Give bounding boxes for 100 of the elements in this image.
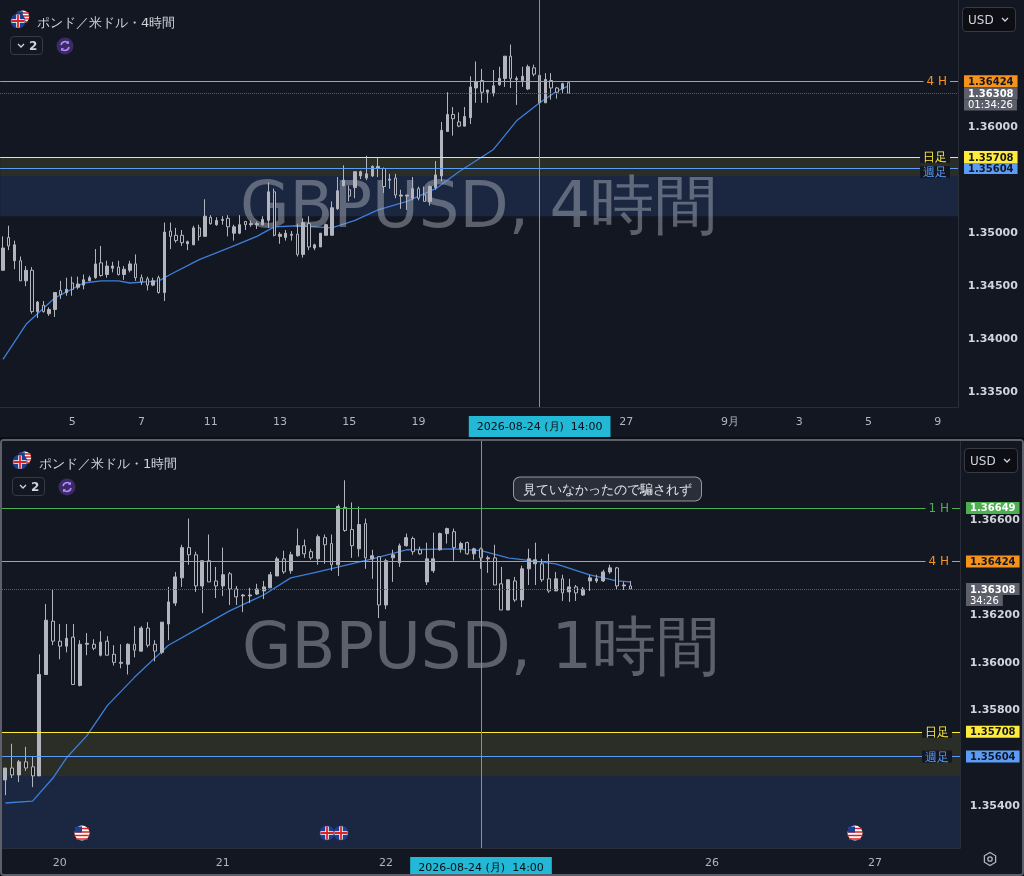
candlestick [411,536,415,556]
candlestick [313,243,316,251]
x-tick-label: 19 [411,415,426,428]
candlestick [122,265,126,281]
candlestick [445,527,449,545]
candlestick [151,277,155,287]
candlestick [595,574,598,584]
candlestick [567,578,571,603]
candlestick [457,111,461,128]
candlestick [153,639,157,662]
candlestick [513,576,517,603]
candlestick [588,574,592,592]
y-tick-label: 1.36424 [970,555,1016,567]
candlestick [92,638,96,651]
x-tick-label: 9月 [721,415,740,428]
y-tick-label: 1.36000 [966,655,1021,669]
candlestick [532,64,536,77]
candlestick [214,566,218,599]
annotation: 2 [31,479,40,494]
x-tick-label: 15 [342,415,357,428]
candlestick [492,69,495,97]
y-tick-label: 1.36200 [966,608,1021,622]
candlestick [42,300,45,314]
candlestick [169,222,172,250]
candlestick [289,551,293,575]
x-tick-label: 11 [203,415,218,428]
candlestick [526,64,530,91]
y-tick-label: 1.36649 [970,502,1016,514]
candlestick [157,275,160,295]
candlestick [515,75,518,106]
candlestick [493,544,497,586]
candlestick [36,300,39,319]
candlestick [232,224,236,242]
candlestick [469,75,472,125]
candlestick [85,632,89,656]
candlestick [200,560,204,614]
y-tick-label: 1.35400 [966,798,1021,812]
candlestick [474,60,478,104]
y-tick-label: 1.35604 [970,751,1016,763]
candlestick [139,625,143,652]
candlestick [187,518,191,566]
text: ポンド／米ドル・4時間 [37,15,176,30]
text: 34:26 [970,595,999,607]
candlestick [438,532,442,552]
candlestick [431,532,435,574]
candlestick [99,630,102,657]
candlestick [544,72,547,104]
candlestick [527,548,531,586]
candlestick [418,546,422,556]
y-tick-label: 1.35708 [970,726,1016,738]
candlestick [323,534,327,565]
candlestick [198,224,201,242]
x-tick-label: 22 [378,856,393,869]
ref-line-label: 週足 [923,165,947,180]
x-tick-label: 7 [137,415,145,428]
candlestick [59,280,62,300]
candlestick [31,756,35,788]
candlestick [221,547,225,597]
candlestick [215,216,218,227]
candlestick [262,580,266,600]
candlestick [167,586,170,641]
candlestick [581,586,585,597]
candlestick [78,639,82,687]
candlestick [94,248,97,280]
candlestick [105,635,109,656]
candlestick [192,225,195,246]
candlestick [180,229,184,247]
ref-line-label: 4 H [928,554,949,569]
y-tick-label: 1.35800 [966,703,1021,717]
x-tick-label: 13 [272,415,287,428]
candlestick [350,501,354,559]
candlestick [316,534,320,566]
candlestick [126,642,130,675]
candlestick [128,260,132,273]
x-tick-label: 5 [865,415,873,428]
candlestick [509,44,512,89]
candlestick [3,767,7,796]
candlestick [364,518,367,570]
candlestick [146,621,150,648]
candlestick [111,261,114,273]
x-tick-label: 21 [215,856,230,869]
candlestick [112,644,116,666]
candlestick [71,276,74,297]
y-tick-label: 1.33500 [964,384,1019,398]
y-tick-label: 1.35708 [968,151,1014,163]
candlestick [44,603,48,675]
candlestick [452,528,456,562]
candlestick [53,292,57,318]
candlestick [268,571,272,589]
candlestick [357,505,361,558]
candlestick [463,106,466,127]
candlestick [234,585,238,606]
candlestick [134,253,137,282]
candlestick [248,587,252,604]
candlestick [506,579,510,611]
candlestick [119,643,123,669]
candlestick [99,245,103,278]
candlestick [330,534,333,572]
candlestick [498,66,501,87]
candlestick [601,569,605,583]
